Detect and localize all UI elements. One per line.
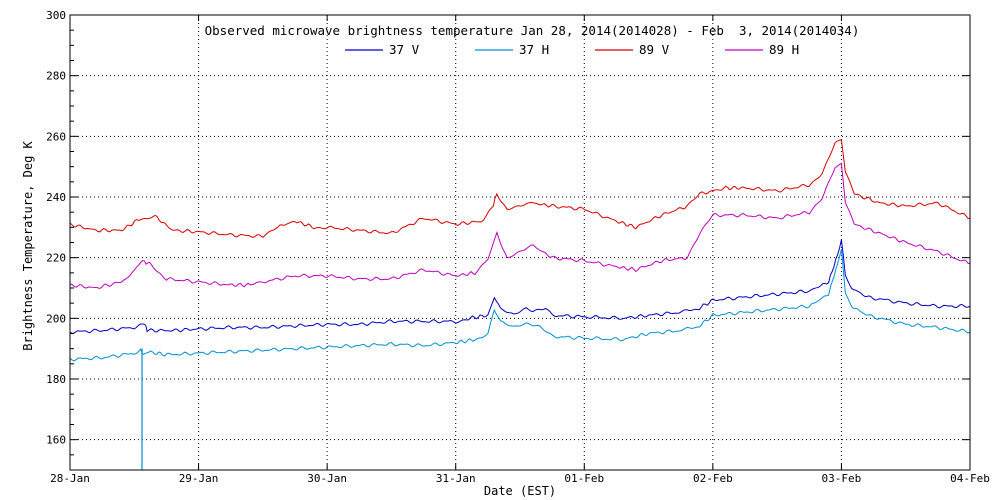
- series-line-89-v: [69, 139, 971, 239]
- y-tick-label: 280: [46, 70, 66, 83]
- x-tick-label: 01-Feb: [564, 472, 604, 485]
- grid-lines: [70, 15, 970, 470]
- series-lines: [69, 139, 971, 470]
- legend-label: 89 V: [639, 42, 670, 57]
- x-tick-label: 04-Feb: [950, 472, 990, 485]
- y-axis-title: Brightness Temperature, Deg K: [21, 140, 35, 350]
- series-line-37-v: [69, 239, 971, 334]
- legend: 37 V 37 H 89 V 89 H: [345, 42, 799, 57]
- x-tick-label: 30-Jan: [307, 472, 347, 485]
- series-line-89-h: [69, 162, 971, 289]
- legend-label: 37 V: [389, 42, 420, 57]
- chart-title: Observed microwave brightness temperatur…: [205, 23, 860, 38]
- y-tick-label: 260: [46, 130, 66, 143]
- y-tick-label: 160: [46, 434, 66, 447]
- y-tick-label: 240: [46, 191, 66, 204]
- legend-label: 37 H: [519, 42, 549, 57]
- x-tick-label: 03-Feb: [822, 472, 862, 485]
- plot-frame: [69, 14, 971, 471]
- legend-label: 89 H: [769, 42, 799, 57]
- axis-ticks: 28-Jan 29-Jan 30-Jan 31-Jan 01-Feb 02-Feb 03-F…: [46, 9, 990, 485]
- x-tick-label: 28-Jan: [50, 472, 90, 485]
- y-tick-label: 300: [46, 9, 66, 22]
- y-tick-label: 220: [46, 252, 66, 265]
- series-line-37-h: [69, 249, 971, 362]
- y-tick-label: 180: [46, 373, 66, 386]
- x-tick-label: 31-Jan: [436, 472, 476, 485]
- y-tick-label: 200: [46, 312, 66, 325]
- x-tick-label: 29-Jan: [179, 472, 219, 485]
- x-axis-title: Date (EST): [484, 484, 556, 498]
- x-tick-label: 02-Feb: [693, 472, 733, 485]
